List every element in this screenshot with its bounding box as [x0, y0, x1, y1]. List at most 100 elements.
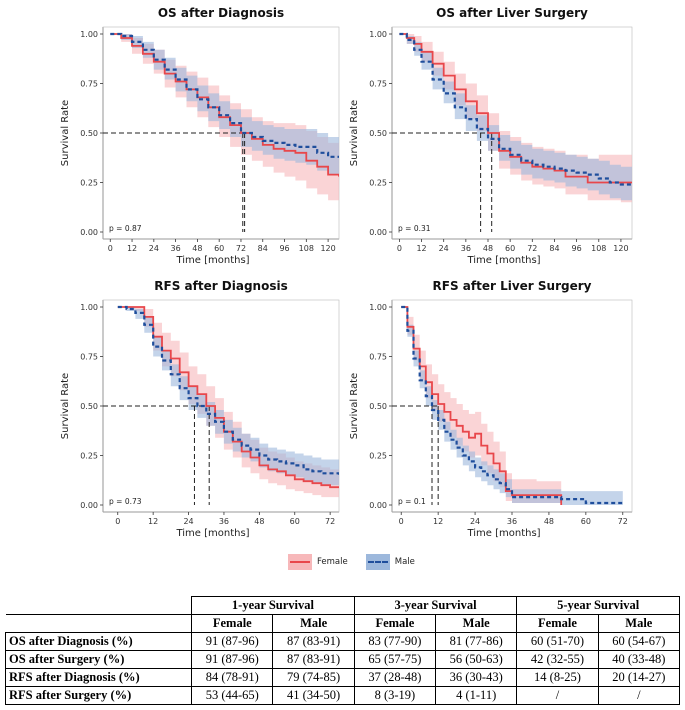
x-tick-label: 0: [399, 517, 404, 526]
x-tick-label: 36: [461, 244, 471, 253]
table-cell: 8 (3-19): [353, 686, 437, 705]
table-cell: 53 (44-65): [191, 686, 274, 705]
p-value-label: p = 0.73: [109, 497, 142, 506]
panel-title: RFS after Liver Surgery: [433, 279, 592, 293]
table-subheader-row: Female Male Female Male Female Male: [5, 614, 681, 633]
y-tick-label: 0.25: [80, 452, 98, 461]
x-tick-label: 96: [572, 244, 582, 253]
y-tick-label: 0.25: [80, 179, 98, 188]
group-header: 3-year Survival: [353, 596, 518, 615]
x-tick-label: 108: [591, 244, 606, 253]
km-panel-rfs-surgery: RFS after Liver Surgery 0.00 0.25 0.50 0.75 1…: [349, 279, 633, 539]
ci-band-male: [399, 34, 632, 201]
y-axis-label: Survival Rate: [60, 100, 71, 166]
x-tick-label: 48: [544, 517, 554, 526]
x-tick-label: 120: [613, 244, 628, 253]
table-cell: 65 (57-75): [353, 650, 437, 669]
x-tick-label: 0: [115, 517, 120, 526]
x-tick-label: 24: [183, 517, 193, 526]
subheader: Female: [191, 614, 274, 633]
x-tick-label: 24: [470, 517, 480, 526]
y-tick-label: 0.00: [369, 501, 387, 510]
ci-band-female: [117, 307, 339, 498]
km-panel-os-diagnosis: OS after Diagnosis 0.00 0.25 0.50 0.75 1.00 0 1…: [60, 6, 340, 266]
x-tick-label: 36: [219, 517, 229, 526]
survival-curve-female: [401, 306, 563, 505]
x-tick-label: 108: [299, 244, 314, 253]
x-tick-label: 120: [320, 244, 335, 253]
y-tick-label: 0.25: [369, 179, 387, 188]
row-label: RFS after Surgery (%): [4, 686, 193, 705]
x-tick-label: 60: [581, 517, 591, 526]
table-cell: 42 (32-55): [516, 650, 599, 669]
x-axis-label: Time [months]: [466, 528, 540, 539]
table-row: OS after Diagnosis (%) 91 (87-96) 87 (83…: [4, 632, 681, 651]
plot-area: [392, 305, 623, 505]
x-tick-label: 72: [618, 517, 628, 526]
x-axis-label: Time [months]: [466, 255, 540, 266]
subheader: Female: [516, 614, 599, 633]
y-tick-label: 0.50: [80, 129, 98, 138]
y-tick-label: 0.50: [80, 402, 98, 411]
table-cell: 91 (87-96): [191, 632, 274, 651]
plot-area: [103, 32, 339, 232]
ci-band-male: [401, 307, 623, 505]
subheader: Male: [272, 614, 355, 633]
survival-curve-male: [399, 32, 632, 186]
y-tick-label: 1.00: [369, 30, 387, 39]
x-tick-label: 48: [192, 244, 202, 253]
table-cell: 81 (77-86): [435, 632, 518, 651]
subheader: Male: [435, 614, 518, 633]
table-cell: /: [597, 686, 681, 705]
x-tick-label: 24: [149, 244, 159, 253]
p-value-label: p = 0.87: [109, 224, 142, 233]
survival-curve-male: [110, 32, 339, 158]
y-tick-label: 1.00: [80, 30, 98, 39]
y-axis-label: Survival Rate: [60, 373, 71, 439]
y-axis-label: Survival Rate: [349, 373, 360, 439]
x-tick-label: 84: [258, 244, 268, 253]
table-cell: 56 (50-63): [435, 650, 518, 669]
x-tick-label: 12: [416, 244, 426, 253]
x-tick-label: 12: [433, 517, 443, 526]
x-tick-label: 36: [507, 517, 517, 526]
x-tick-label: 0: [108, 244, 113, 253]
table-row: OS after Surgery (%) 91 (87-96) 87 (83-9…: [4, 650, 681, 669]
p-value-label: p = 0.31: [398, 224, 431, 233]
table-cell: 60 (54-67): [597, 632, 681, 651]
plot-area: [103, 305, 339, 505]
x-tick-label: 0: [397, 244, 402, 253]
row-label: OS after Surgery (%): [4, 650, 193, 669]
y-tick-label: 1.00: [369, 303, 387, 312]
x-tick-label: 72: [325, 517, 335, 526]
table-cell: 20 (14-27): [597, 668, 681, 687]
x-tick-label: 84: [549, 244, 559, 253]
table-corner-cell: [5, 596, 193, 615]
survival-curve-female: [399, 33, 632, 184]
legend: Female Male: [288, 551, 433, 573]
y-tick-label: 0.00: [80, 228, 98, 237]
table-cell: 4 (1-11): [435, 686, 518, 705]
x-tick-label: 36: [171, 244, 181, 253]
ci-band-male: [117, 307, 339, 488]
y-tick-label: 0.75: [369, 80, 387, 89]
survival-figure: OS after Diagnosis 0.00 0.25 0.50 0.75 1.00 0 1…: [60, 6, 633, 539]
plot-area: [392, 32, 632, 232]
table-cell: 36 (30-43): [435, 668, 518, 687]
x-tick-label: 12: [148, 517, 158, 526]
y-tick-label: 0.75: [80, 353, 98, 362]
x-tick-label: 48: [254, 517, 264, 526]
table-group-header-row: 1-year Survival 3-year Survival 5-year S…: [5, 596, 680, 615]
table-row: RFS after Surgery (%) 53 (44-65) 41 (34-…: [4, 686, 681, 705]
x-tick-label: 60: [505, 244, 515, 253]
table-row: RFS after Diagnosis (%) 84 (78-91) 79 (7…: [4, 668, 681, 687]
y-tick-label: 0.50: [369, 129, 387, 138]
group-header: 1-year Survival: [191, 596, 355, 615]
y-tick-label: 0.75: [369, 353, 387, 362]
table-cell: 37 (28-48): [353, 668, 437, 687]
panel-title: OS after Liver Surgery: [436, 6, 588, 20]
legend-key-female: [288, 554, 312, 570]
table-cell: 40 (33-48): [597, 650, 681, 669]
x-tick-label: 24: [439, 244, 449, 253]
y-axis-label: Survival Rate: [349, 100, 360, 166]
